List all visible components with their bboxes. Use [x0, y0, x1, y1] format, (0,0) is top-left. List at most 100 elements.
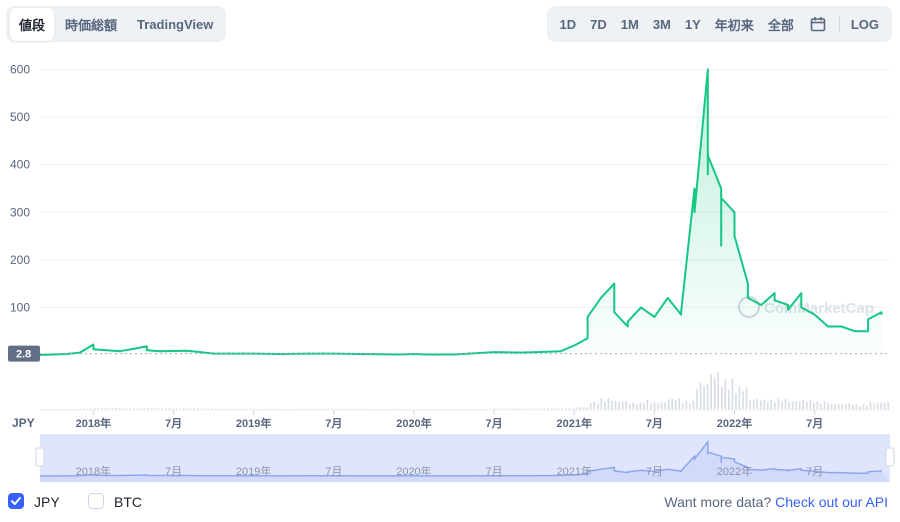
volume-bar — [643, 403, 645, 410]
range-3m-button[interactable]: 3M — [652, 16, 671, 32]
volume-bar — [540, 408, 542, 410]
volume-bar — [143, 408, 146, 410]
volume-bar — [179, 408, 181, 410]
volume-bar — [749, 399, 751, 410]
volume-bar — [586, 407, 588, 410]
navigator-handle-icon — [885, 447, 895, 467]
volume-bar — [246, 408, 248, 410]
volume-bar — [720, 386, 723, 410]
volume-bar — [657, 403, 659, 410]
jpy-checkbox[interactable] — [8, 493, 24, 509]
volume-bar — [827, 403, 829, 410]
volume-bar — [798, 401, 801, 410]
volume-bar — [473, 408, 475, 410]
volume-bar — [844, 404, 847, 410]
volume-bar — [384, 408, 387, 410]
volume-bar — [529, 408, 532, 410]
navigator-tick-label: 2020年 — [396, 464, 431, 478]
volume-bar — [774, 402, 776, 410]
volume-bar — [650, 402, 652, 410]
tab-price[interactable]: 値段 — [10, 7, 55, 41]
volume-bar — [869, 402, 872, 410]
volume-bar — [880, 402, 882, 410]
tab-market-cap[interactable]: 時価総額 — [65, 17, 118, 33]
volume-bar — [235, 408, 238, 410]
volume-bar — [625, 401, 627, 410]
range-1m-button[interactable]: 1M — [620, 16, 639, 32]
volume-bar — [504, 408, 507, 410]
volume-bar — [607, 398, 610, 410]
volume-bar — [699, 382, 702, 410]
volume-bar — [395, 408, 397, 410]
volume-bar — [487, 408, 489, 410]
volume-bar — [324, 408, 326, 410]
volume-bar — [717, 372, 720, 410]
btc-checkbox[interactable] — [88, 493, 104, 509]
volume-bar — [710, 374, 712, 410]
range-1y-button[interactable]: 1Y — [684, 16, 701, 32]
volume-bar — [784, 398, 787, 410]
volume-bar — [189, 408, 192, 410]
volume-bar — [512, 408, 514, 410]
tab-tradingview[interactable]: TradingView — [137, 16, 214, 32]
volume-bar — [497, 408, 500, 410]
volume-bar — [210, 408, 213, 410]
volume-bar — [745, 387, 748, 410]
log-scale-button[interactable]: LOG — [850, 16, 879, 32]
volume-bar — [635, 404, 638, 410]
volume-bar — [660, 402, 663, 410]
volume-bar — [593, 401, 596, 410]
volume-bar — [76, 408, 78, 410]
volume-bar — [69, 408, 71, 410]
volume-bar — [122, 408, 125, 410]
volume-bar — [164, 408, 167, 410]
volume-bar — [214, 408, 217, 410]
volume-bar — [253, 408, 256, 410]
navigator-handle-icon — [35, 447, 45, 467]
volume-bar — [455, 408, 457, 410]
api-link[interactable]: Check out our API — [775, 494, 888, 510]
volume-bar — [349, 408, 351, 410]
api-promo-text: Want more data? — [664, 494, 772, 510]
navigator-tick-label: 2018年 — [76, 464, 111, 478]
volume-bar — [249, 408, 252, 410]
api-promo: Want more data? Check out our API — [664, 494, 888, 510]
navigator-tick-label: 2022年 — [717, 464, 752, 478]
volume-bar — [186, 408, 188, 410]
volume-bar — [756, 398, 758, 410]
volume-bar — [469, 408, 472, 410]
volume-bar — [770, 399, 773, 410]
range-1d-button[interactable]: 1D — [559, 16, 577, 32]
volume-bar — [873, 403, 875, 410]
volume-bar — [876, 402, 879, 410]
volume-bar — [767, 402, 769, 410]
range-7d-button[interactable]: 7D — [590, 16, 607, 32]
volume-bar — [558, 408, 560, 410]
volume-bar — [706, 384, 709, 410]
volume-bar — [664, 402, 666, 410]
volume-bar — [728, 390, 730, 410]
volume-bar — [441, 408, 443, 410]
volume-bar — [444, 408, 447, 410]
volume-bar — [752, 399, 755, 410]
volume-bar — [568, 408, 571, 410]
navigator-tick-label: 7月 — [646, 466, 663, 478]
volume-bar — [419, 408, 422, 410]
volume-bar — [391, 408, 394, 410]
calendar-icon[interactable] — [801, 16, 835, 32]
volume-bar — [547, 408, 550, 410]
range-ytd-button[interactable]: 年初来 — [714, 17, 754, 33]
x-tick-label: 7月 — [646, 417, 663, 430]
volume-bar — [483, 408, 486, 410]
volume-bar — [416, 408, 418, 410]
volume-bar — [820, 403, 822, 410]
volume-bar — [260, 408, 263, 410]
volume-bar — [299, 408, 302, 410]
volume-bar — [816, 401, 819, 410]
current-price-label: 2.8 — [16, 349, 31, 361]
volume-bar — [338, 408, 341, 410]
volume-bar — [175, 408, 178, 410]
volume-bar — [579, 407, 581, 410]
range-all-button[interactable]: 全部 — [767, 17, 794, 33]
